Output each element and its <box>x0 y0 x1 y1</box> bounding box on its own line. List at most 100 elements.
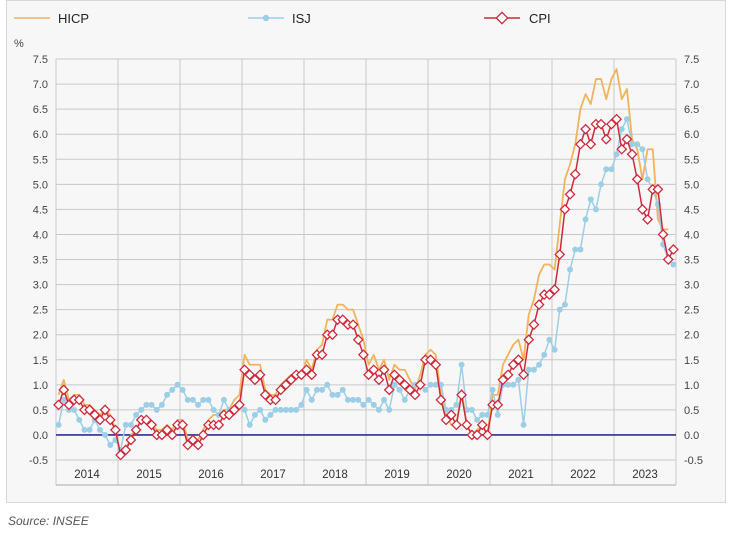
data-point-cpi <box>63 399 75 411</box>
data-point-cpi <box>611 113 623 125</box>
y-tick-label-left: 6.5 <box>33 104 48 116</box>
data-point-isj <box>567 266 574 273</box>
x-tick-label-2019: 2019 <box>384 469 410 481</box>
data-point-isj <box>288 406 295 413</box>
data-point-isj <box>608 166 615 173</box>
data-point-isj <box>370 401 377 408</box>
data-point-isj <box>582 216 589 223</box>
data-point-cpi <box>213 419 225 431</box>
data-point-isj <box>308 396 315 403</box>
data-point-isj <box>432 381 439 388</box>
data-point-isj <box>272 406 279 413</box>
y-tick-label-right: 1.0 <box>684 380 699 392</box>
data-point-isj <box>189 396 196 403</box>
data-point-isj <box>262 416 269 423</box>
data-point-isj <box>127 421 134 428</box>
data-point-isj <box>546 336 553 343</box>
data-point-isj <box>277 406 284 413</box>
data-point-cpi <box>120 444 132 456</box>
data-point-isj <box>200 396 207 403</box>
data-point-cpi <box>280 379 292 391</box>
data-point-isj <box>267 411 274 418</box>
data-point-isj <box>598 181 605 188</box>
data-point-cpi <box>357 349 369 361</box>
data-point-cpi <box>197 429 209 441</box>
y-tick-label-left: 1.0 <box>33 380 48 392</box>
plot-area: 7.5 7.5 7.0 7.0 6.5 6.5 6.0 6.0 5.5 5.5 5.0 5.0 4.5 4… <box>29 54 703 486</box>
data-point-cpi <box>192 439 204 451</box>
data-point-cpi <box>502 369 514 381</box>
data-point-isj <box>525 366 532 373</box>
y-tick-label-right: 0.0 <box>684 430 699 442</box>
data-point-isj <box>293 406 300 413</box>
data-point-cpi <box>409 389 421 401</box>
data-point-isj <box>401 396 408 403</box>
data-point-cpi <box>58 384 70 396</box>
source-note: Source: INSEE <box>8 514 90 528</box>
x-tick-label-2022: 2022 <box>570 469 596 481</box>
data-point-cpi <box>476 419 488 431</box>
data-point-isj <box>107 441 114 448</box>
data-point-isj <box>577 246 584 253</box>
x-tick-label-2016: 2016 <box>198 469 224 481</box>
data-point-cpi <box>414 379 426 391</box>
data-point-isj <box>634 141 641 148</box>
y-tick-label-left: 7.0 <box>33 79 48 91</box>
data-point-cpi <box>492 399 504 411</box>
y-tick-label-right: 7.0 <box>684 79 699 91</box>
data-point-isj <box>55 421 62 428</box>
data-point-cpi <box>549 284 561 296</box>
y-tick-label-left: 3.0 <box>33 280 48 292</box>
data-point-cpi <box>430 359 442 371</box>
x-tick-label-2018: 2018 <box>322 469 348 481</box>
data-point-cpi <box>636 203 648 215</box>
data-point-cpi <box>574 138 586 150</box>
data-point-isj <box>510 381 517 388</box>
data-point-isj <box>468 406 475 413</box>
data-point-isj <box>76 416 83 423</box>
data-point-isj <box>391 381 398 388</box>
data-point-isj <box>303 386 310 393</box>
data-point-cpi <box>166 429 178 441</box>
x-tick-label-2017: 2017 <box>260 469 286 481</box>
data-point-cpi <box>115 449 127 461</box>
data-point-cpi <box>585 138 597 150</box>
data-point-cpi <box>249 374 261 386</box>
data-point-isj <box>360 401 367 408</box>
data-point-cpi <box>233 399 245 411</box>
data-point-cpi <box>662 254 674 265</box>
data-point-cpi <box>425 354 437 366</box>
data-point-isj <box>587 196 594 203</box>
data-point-isj <box>102 431 109 438</box>
data-point-cpi <box>450 419 462 431</box>
y-tick-label-left: 4.0 <box>33 229 48 241</box>
data-point-isj <box>122 421 129 428</box>
data-point-cpi <box>667 244 679 255</box>
data-point-isj <box>505 381 512 388</box>
y-tick-label-left: 4.5 <box>33 204 48 216</box>
data-point-cpi <box>182 439 194 451</box>
y-tick-label-left: 0.5 <box>33 405 48 417</box>
legend-label-hicp: HICP <box>58 11 89 26</box>
y-tick-label-left: 1.5 <box>33 355 48 367</box>
data-point-cpi <box>507 359 519 371</box>
data-point-isj <box>251 411 258 418</box>
y-tick-label-left: 2.5 <box>33 305 48 317</box>
data-point-cpi <box>84 404 96 416</box>
data-point-isj <box>195 401 202 408</box>
data-point-cpi <box>518 369 530 381</box>
data-point-isj <box>241 406 248 413</box>
data-point-isj <box>644 176 651 183</box>
data-point-cpi <box>497 374 509 386</box>
data-point-isj <box>143 401 150 408</box>
data-point-cpi <box>285 374 297 386</box>
data-point-isj <box>138 406 145 413</box>
data-point-cpi <box>73 394 85 406</box>
data-point-isj <box>350 396 357 403</box>
data-point-isj <box>515 376 522 383</box>
data-point-cpi <box>471 429 483 441</box>
data-point-cpi <box>295 369 307 381</box>
data-point-isj <box>148 401 155 408</box>
x-tick-label-2014: 2014 <box>74 469 100 481</box>
data-point-cpi <box>347 319 359 331</box>
